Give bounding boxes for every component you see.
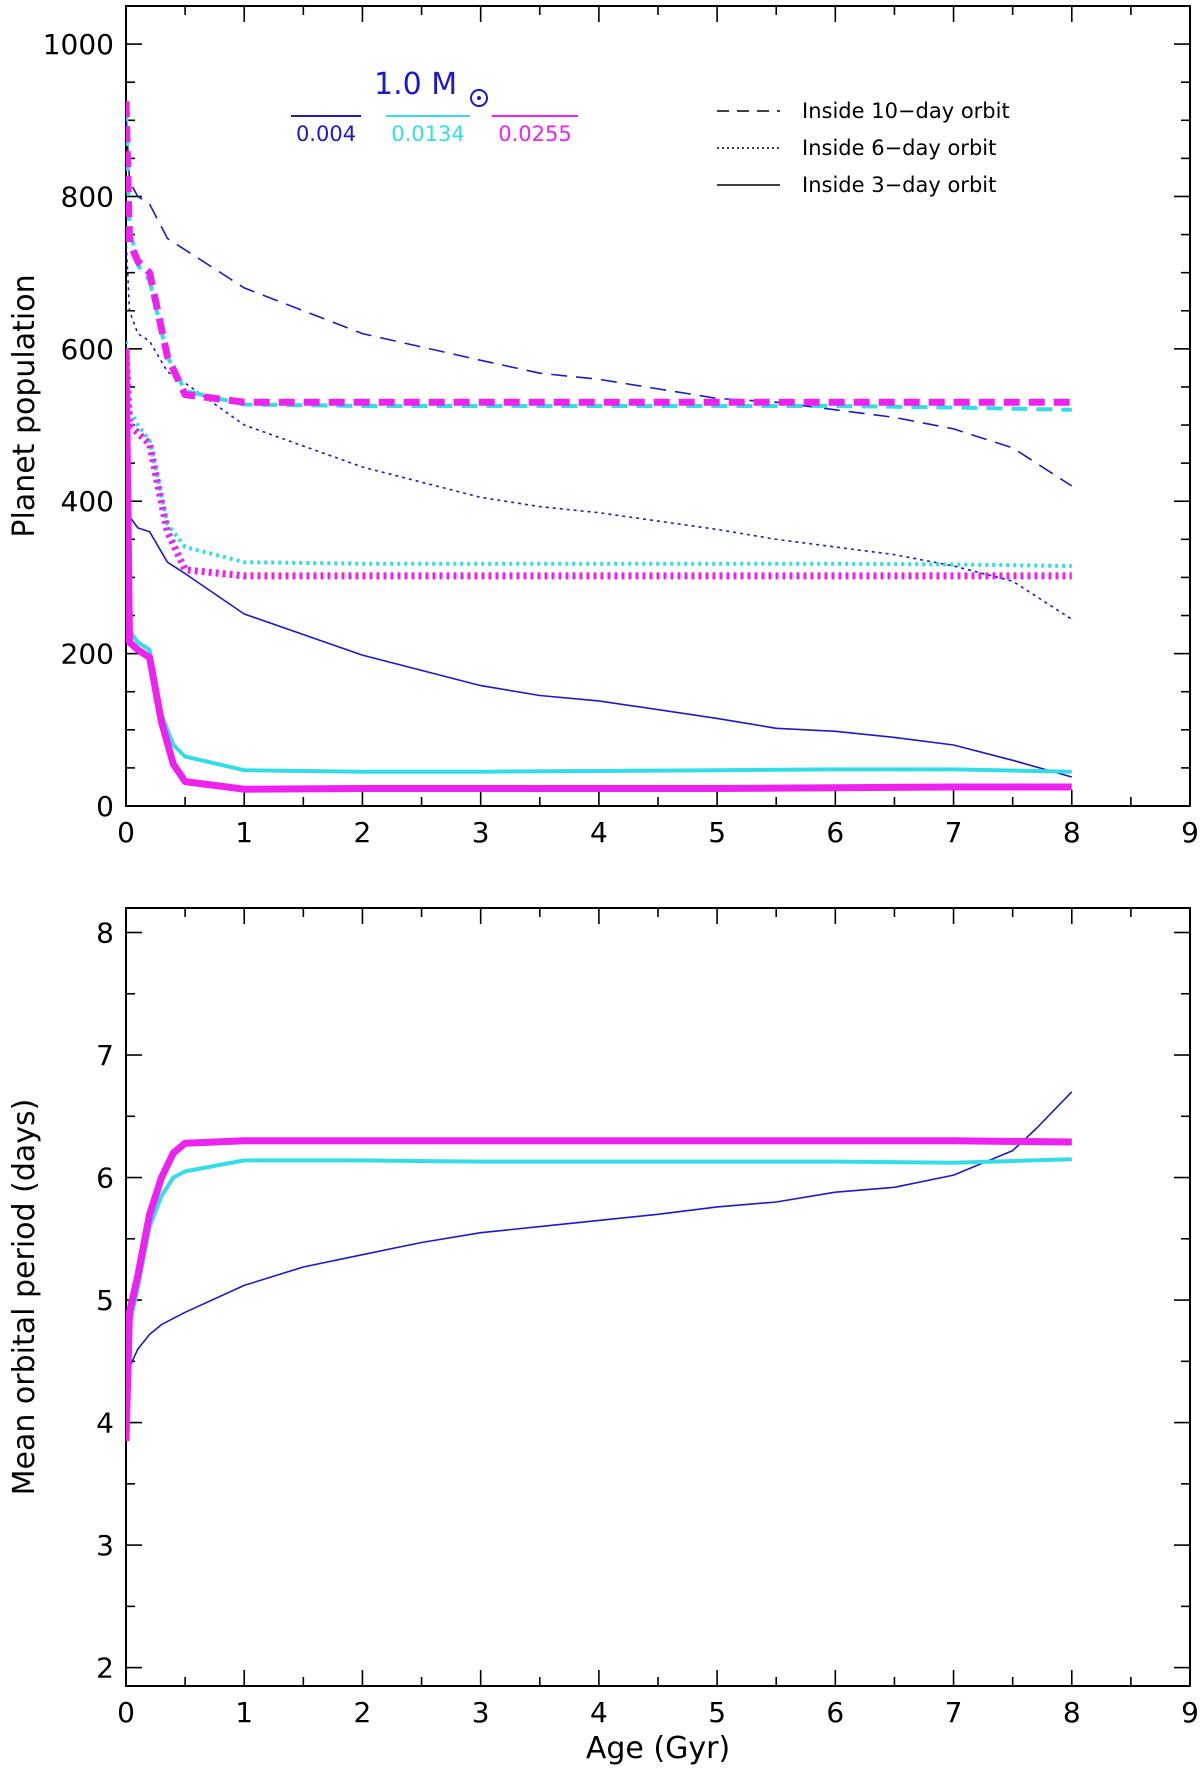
top-y-tick-label: 800 <box>61 180 114 213</box>
solar-symbol-icon <box>470 89 488 107</box>
top-y-tick-label: 400 <box>61 485 114 518</box>
top-x-tick-label: 7 <box>945 816 963 849</box>
metallicity-legend-label: 0.0134 <box>391 122 464 146</box>
population-panel: 0 1 2 3 4 5 6 7 8 9 0 200 400 600 800 1000 Planet popula… <box>7 5 1199 849</box>
top-x-tick-label: 2 <box>354 816 372 849</box>
top-series-line <box>126 485 1072 774</box>
bottom-x-tick-label: 2 <box>354 1696 372 1729</box>
bottom-x-tick-label: 8 <box>1063 1696 1081 1729</box>
top-x-tick-label: 9 <box>1181 816 1199 849</box>
top-y-tick-label: 0 <box>96 790 114 823</box>
bottom-x-tick-label: 9 <box>1181 1696 1199 1729</box>
bottom-x-tick-label: 5 <box>708 1696 726 1729</box>
legends: 1.0 M 0.004 0.0134 0.0255 Inside 10−day orbi… <box>291 67 1010 197</box>
metallicity-legend-label: 0.0255 <box>498 122 571 146</box>
bottom-y-tick-label: 8 <box>96 917 114 950</box>
top-series-line <box>126 104 1072 412</box>
top-series-line <box>126 112 1073 487</box>
bottom-x-axis-label: Age (Gyr) <box>586 1731 730 1766</box>
bottom-y-tick-label: 6 <box>96 1162 114 1195</box>
top-x-tick-label: 0 <box>117 816 135 849</box>
bottom-y-axis-label: Mean orbital period (days) <box>7 1099 42 1496</box>
top-y-tick-label: 600 <box>61 333 114 366</box>
bottom-y-tick-label: 7 <box>96 1039 114 1072</box>
bottom-series-line <box>126 1157 1072 1442</box>
solar-symbol-dot <box>477 96 481 100</box>
top-x-tick-label: 8 <box>1063 816 1081 849</box>
top-y-tick-label: 200 <box>61 638 114 671</box>
bottom-x-tick-label: 1 <box>235 1696 253 1729</box>
bottom-y-tick-label: 3 <box>96 1529 114 1562</box>
top-x-tick-label: 1 <box>235 816 253 849</box>
bottom-y-tick-label: 5 <box>96 1284 114 1317</box>
style-legend-label: Inside 6−day orbit <box>802 136 996 160</box>
style-legend-label: Inside 3−day orbit <box>802 173 996 197</box>
top-series-line <box>126 238 1073 620</box>
bottom-x-tick-label: 3 <box>472 1696 490 1729</box>
bottom-y-tick-label: 4 <box>96 1407 114 1440</box>
bottom-plot-frame <box>125 907 1191 1687</box>
bottom-series-line <box>126 1137 1072 1442</box>
top-x-tick-label: 5 <box>708 816 726 849</box>
top-y-tick-label: 1000 <box>43 28 114 61</box>
top-x-tick-label: 4 <box>590 816 608 849</box>
top-series-line <box>126 341 1072 568</box>
top-y-axis-label: Planet population <box>7 274 42 537</box>
bottom-x-tick-label: 7 <box>945 1696 963 1729</box>
top-series-line <box>126 101 1072 406</box>
bottom-x-tick-label: 4 <box>590 1696 608 1729</box>
bottom-series-line <box>126 1091 1073 1423</box>
top-series-line <box>126 417 1073 778</box>
top-x-tick-label: 3 <box>472 816 490 849</box>
top-series-line <box>126 348 1072 793</box>
bottom-x-tick-label: 6 <box>826 1696 844 1729</box>
mass-label: 1.0 M <box>374 67 457 102</box>
bottom-y-tick-label: 2 <box>96 1652 114 1685</box>
top-series-line <box>126 348 1072 580</box>
period-panel: 0 1 2 3 4 5 6 7 8 9 2 3 4 5 6 7 8 Mean orbital period (da… <box>7 907 1199 1766</box>
metallicity-legend-label: 0.004 <box>296 122 356 146</box>
top-x-tick-label: 6 <box>826 816 844 849</box>
top-plot-frame <box>125 5 1191 807</box>
bottom-x-tick-label: 0 <box>117 1696 135 1729</box>
style-legend-label: Inside 10−day orbit <box>802 99 1010 123</box>
